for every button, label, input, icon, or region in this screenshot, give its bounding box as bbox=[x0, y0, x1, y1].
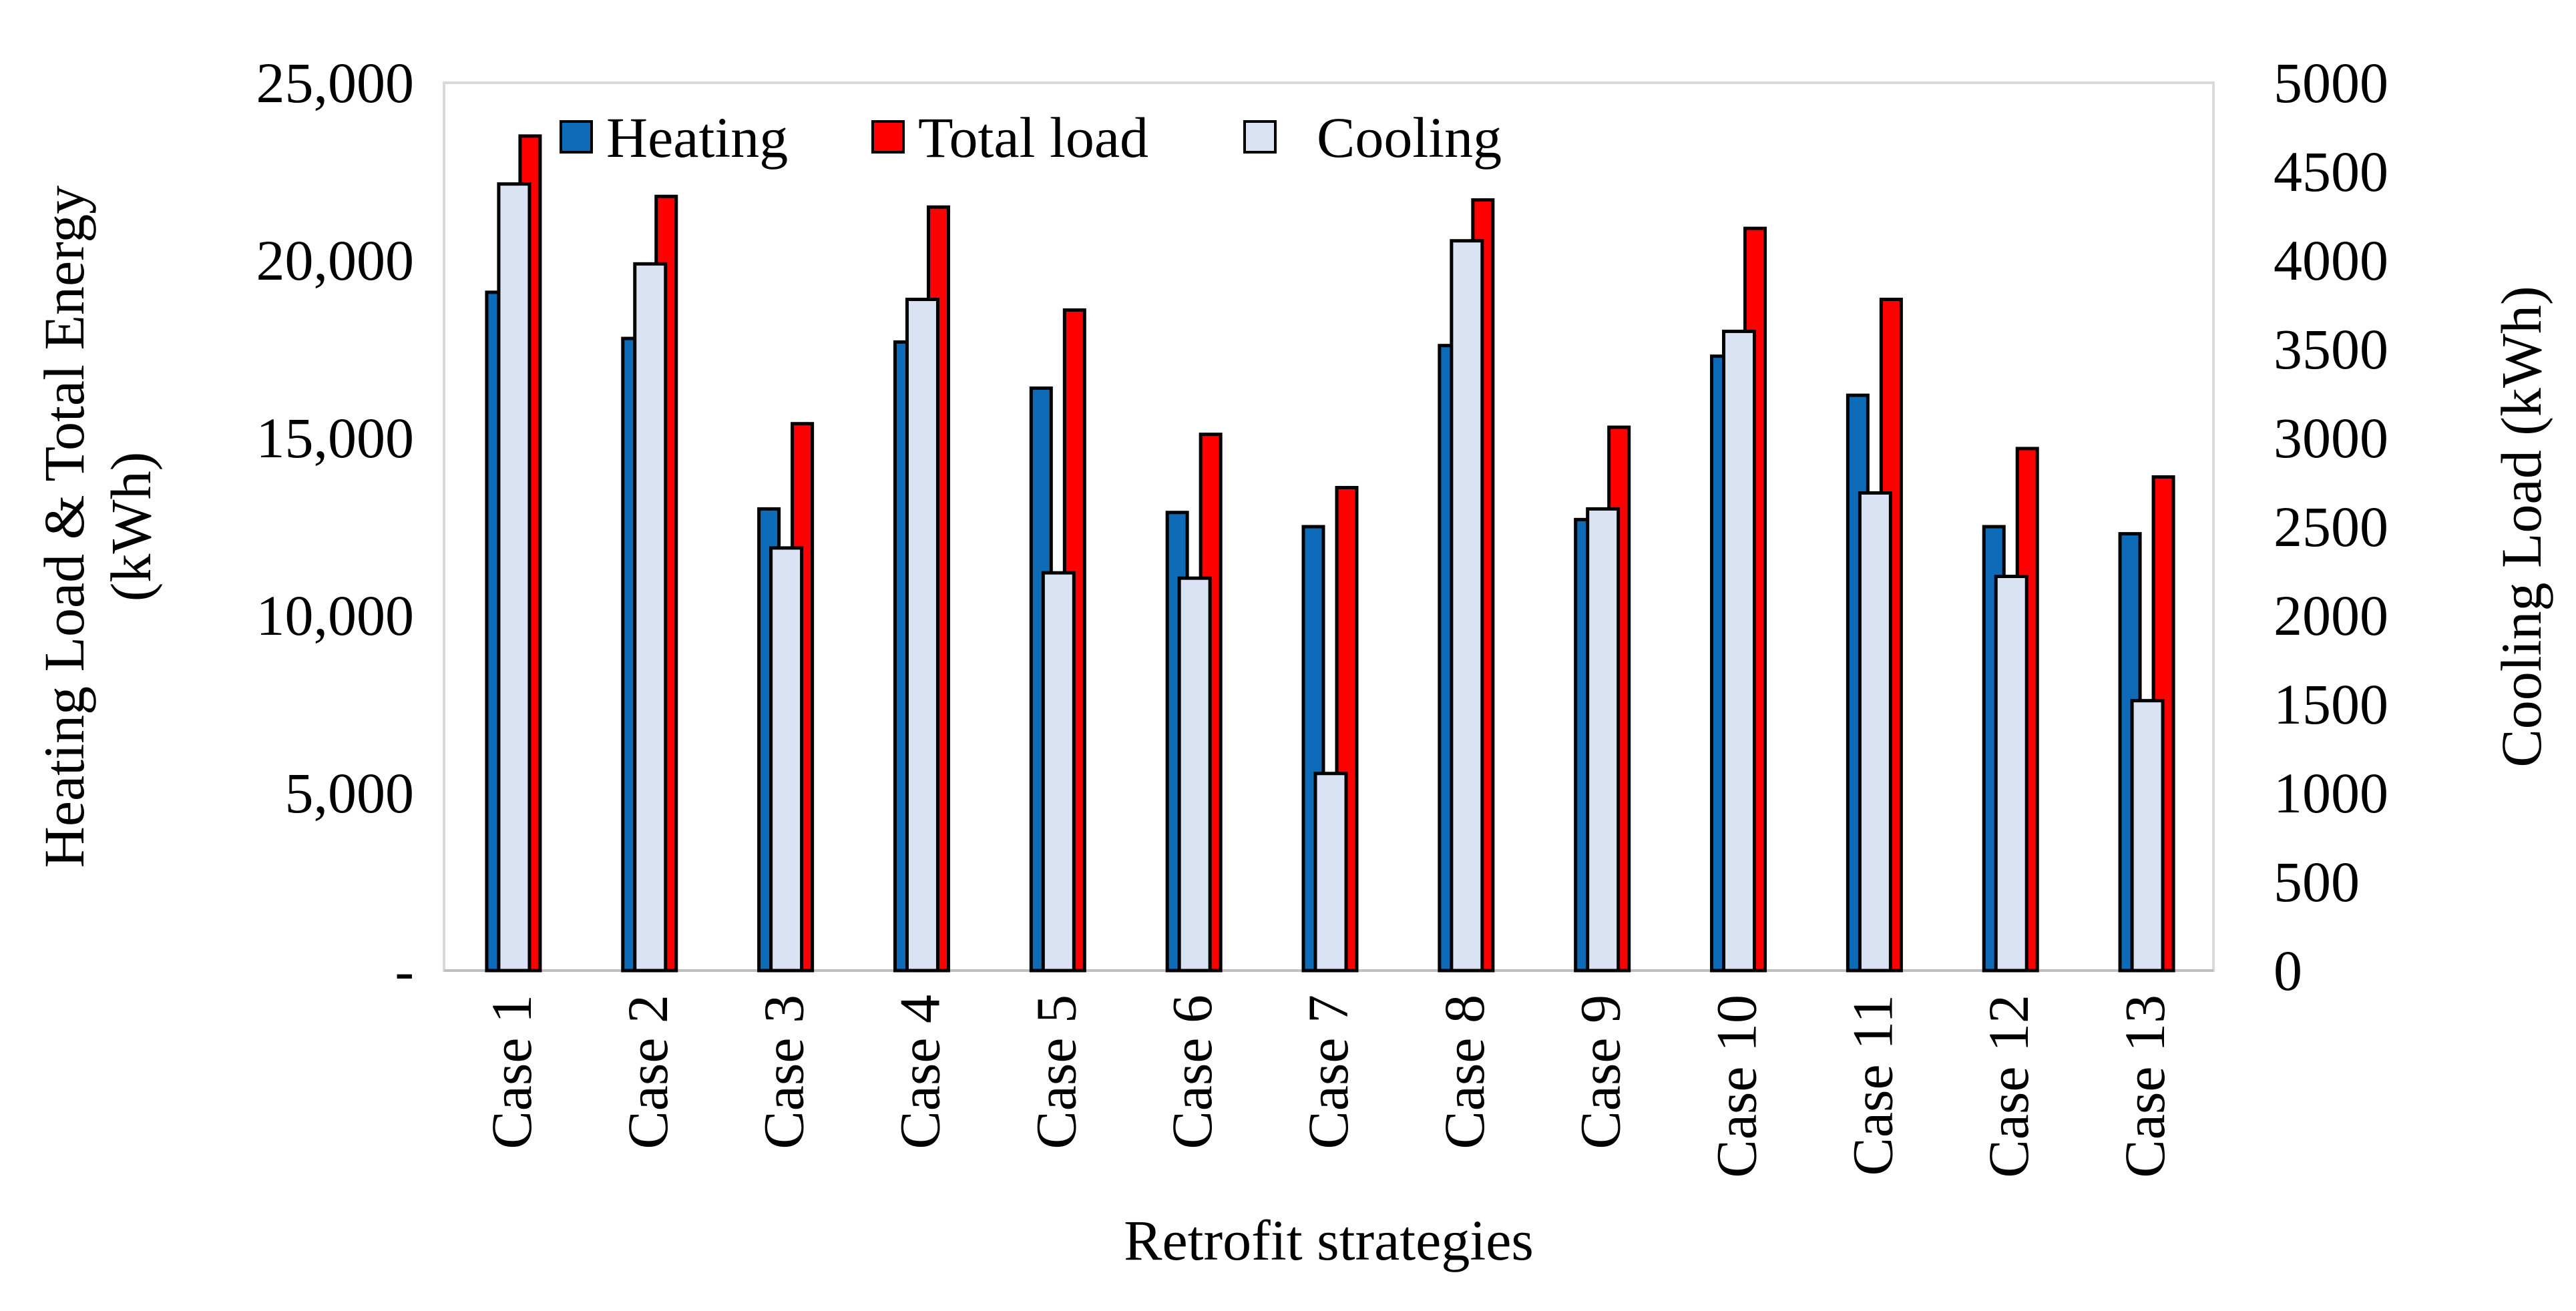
bar-cooling-13 bbox=[2130, 699, 2165, 973]
bar-cooling-11 bbox=[1858, 491, 1892, 973]
bar-cooling-2 bbox=[633, 262, 668, 973]
y-right-tick-label: 4000 bbox=[2274, 228, 2388, 292]
bar-cooling-8 bbox=[1450, 239, 1484, 973]
x-tick-label: Case 4 bbox=[887, 995, 951, 1149]
x-tick-label: Case 7 bbox=[1296, 995, 1360, 1149]
legend: Heating Total load Cooling bbox=[560, 105, 1502, 170]
x-tick-label: Case 1 bbox=[479, 995, 544, 1149]
x-tick-label: Case 6 bbox=[1160, 995, 1224, 1149]
legend-label-cooling: Cooling bbox=[1317, 105, 1502, 170]
bar-cooling-4 bbox=[905, 298, 939, 973]
y-right-tick-label: 3500 bbox=[2274, 317, 2388, 381]
y-right-tick-label: 500 bbox=[2274, 850, 2360, 914]
y-right-tick-label: 1000 bbox=[2274, 761, 2388, 825]
x-axis-title: Retrofit strategies bbox=[1124, 1208, 1534, 1272]
x-tick-label: Case 9 bbox=[1568, 995, 1633, 1149]
right-axis-ticks: 0 500 1000 1500 2000 2500 3000 3500 4000 4500 5000 bbox=[2274, 51, 2388, 1003]
x-tick-label: Case 5 bbox=[1024, 995, 1088, 1149]
x-tick-label: Case 12 bbox=[1976, 995, 2041, 1178]
y-axis-left-title-line2: (kWh) bbox=[99, 452, 163, 601]
bar-cooling-7 bbox=[1313, 772, 1348, 973]
legend-swatch-heating bbox=[560, 120, 593, 154]
x-tick-label: Case 13 bbox=[2113, 995, 2177, 1178]
y-right-tick-label: 4500 bbox=[2274, 140, 2388, 204]
bar-cooling-6 bbox=[1177, 576, 1212, 973]
bar-cooling-3 bbox=[769, 546, 804, 973]
y-axis-right-title: Cooling Load (kWh) bbox=[2489, 286, 2553, 767]
y-left-tick-label: 15,000 bbox=[256, 406, 415, 470]
legend-swatch-total-load bbox=[871, 120, 905, 154]
y-right-tick-label: 1500 bbox=[2274, 672, 2388, 736]
legend-label-heating: Heating bbox=[606, 105, 788, 170]
y-left-tick-label: 10,000 bbox=[256, 583, 415, 647]
y-left-tick-label: - bbox=[395, 939, 414, 1003]
y-left-tick-label: 20,000 bbox=[256, 228, 415, 292]
x-tick-label: Case 3 bbox=[752, 995, 816, 1149]
y-right-tick-label: 2000 bbox=[2274, 583, 2388, 647]
x-tick-label: Case 10 bbox=[1705, 995, 1769, 1178]
legend-label-total-load: Total load bbox=[918, 105, 1148, 170]
x-tick-label: Case 8 bbox=[1432, 995, 1496, 1149]
y-right-tick-label: 2500 bbox=[2274, 495, 2388, 559]
y-left-tick-label: 5,000 bbox=[285, 761, 415, 825]
left-axis-ticks: - 5,000 10,000 15,000 20,000 25,000 bbox=[256, 51, 415, 1003]
bar-cooling-12 bbox=[1994, 574, 2028, 973]
bar-cooling-9 bbox=[1586, 507, 1621, 973]
bars-layer bbox=[485, 134, 2175, 973]
legend-swatch-cooling bbox=[1243, 120, 1277, 154]
x-tick-label: Case 11 bbox=[1840, 995, 1904, 1175]
x-axis-ticks: Case 1 Case 2 Case 3 Case 4 Case 5 Case 6 Case… bbox=[479, 995, 2177, 1178]
bar-cooling-5 bbox=[1041, 571, 1076, 973]
y-right-tick-label: 3000 bbox=[2274, 406, 2388, 470]
bar-cooling-1 bbox=[497, 182, 531, 973]
bar-cooling-10 bbox=[1722, 329, 1757, 973]
y-axis-left-title-line1: Heating Load & Total Energy bbox=[32, 186, 96, 868]
y-right-tick-label: 5000 bbox=[2274, 51, 2388, 115]
x-tick-label: Case 2 bbox=[616, 995, 680, 1149]
y-left-tick-label: 25,000 bbox=[256, 51, 415, 115]
y-right-tick-label: 0 bbox=[2274, 939, 2302, 1003]
